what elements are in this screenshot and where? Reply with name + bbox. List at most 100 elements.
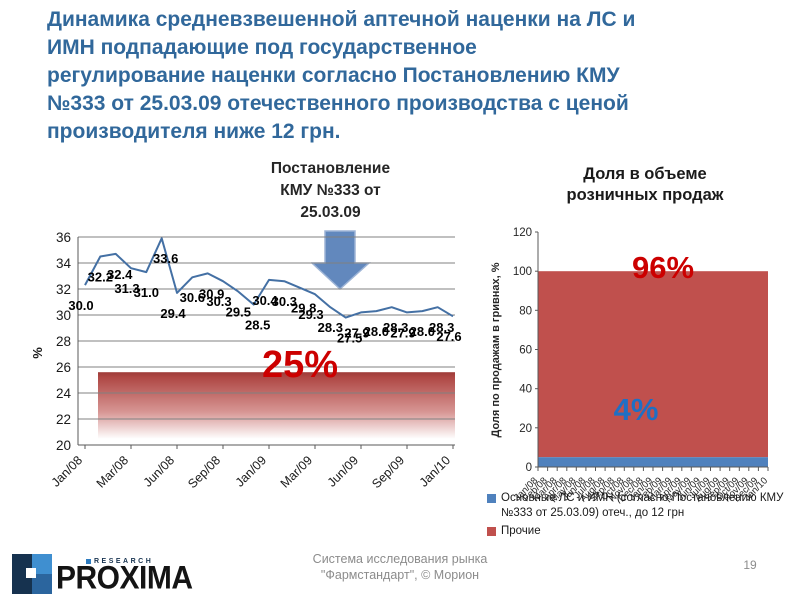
- data-label: 27.9: [390, 325, 415, 340]
- data-label: 30.4: [252, 293, 278, 308]
- data-label: 30.0: [68, 298, 93, 313]
- legend-item-main-group: Основные ЛС и ИМН (согласно Постановлени…: [487, 491, 800, 521]
- data-label: 28.3: [318, 320, 343, 335]
- y-tick-label: 28: [56, 334, 71, 349]
- regulated-markup-band: [98, 372, 455, 439]
- decree-line: КМУ №333 от: [280, 182, 381, 199]
- data-label: 28.3: [429, 320, 454, 335]
- legend-item-others: Прочие: [487, 524, 800, 539]
- right-chart-xaxis: Jan/08Feb/08Mar/08Apr/08May/08Jun/08Jul/…: [512, 467, 770, 505]
- data-label: 29.3: [298, 307, 323, 322]
- x-tick-label: Jan/08: [49, 453, 85, 489]
- legend-swatch-blue: [487, 494, 496, 503]
- y-tick-label: 120: [513, 227, 532, 239]
- slide-title: Динамика средневзвешенной аптечной нацен…: [47, 6, 795, 146]
- slide-title-line: ИМН подпадающие под государственное: [47, 36, 477, 59]
- slide-title-line: производителя ниже 12 грн.: [47, 120, 341, 143]
- decree-annotation: Постановление КМУ №333 от 25.03.09: [228, 158, 433, 224]
- y-tick-label: 80: [519, 305, 532, 317]
- data-label: 32.2: [88, 269, 113, 284]
- data-label: 30.3: [272, 294, 297, 309]
- y-tick-label: 36: [56, 230, 71, 245]
- main-group-area-series: [538, 457, 768, 467]
- left-chart-ylabel: %: [30, 347, 45, 359]
- y-tick-label: 40: [519, 384, 532, 396]
- proxima-logo: RESEARCH PROXIMA: [12, 550, 193, 597]
- y-tick-label: 0: [526, 462, 532, 474]
- y-tick-label: 20: [519, 423, 532, 435]
- logo-quadrant: [26, 568, 36, 578]
- data-label: 28.5: [245, 318, 270, 333]
- logo-quadrant: [32, 554, 52, 574]
- retail-share-legend: Основные ЛС и ИМН (согласно Постановлени…: [487, 491, 800, 542]
- x-tick-label: Jun/08: [141, 453, 177, 489]
- legend-swatch-red: [487, 527, 496, 536]
- data-label: 30.9: [199, 286, 224, 301]
- data-label: 27.9: [344, 325, 369, 340]
- data-label: 27.5: [337, 331, 362, 346]
- data-label: 29.4: [160, 306, 186, 321]
- decree-line: 25.03.09: [300, 204, 361, 221]
- logo-brand-label: PROXIMA: [56, 560, 193, 597]
- retail-share-area-chart: 0 20 40 60 80 100 120 Доля по продажам в гривна…: [490, 227, 770, 505]
- left-chart-data-labels: 30.032.232.431.331.033.629.430.630.930.3…: [68, 251, 461, 345]
- y-tick-label: 24: [56, 386, 72, 401]
- slide-title-line: №333 от 25.03.09 отечественного производ…: [47, 92, 629, 115]
- data-label: 27.6: [436, 329, 461, 344]
- logo-research-dot: [86, 559, 91, 564]
- y-tick-label: 60: [519, 345, 532, 357]
- data-label: 28.3: [383, 320, 408, 335]
- slide-title-line: Динамика средневзвешенной аптечной нацен…: [47, 8, 636, 31]
- page-number: 19: [743, 558, 757, 572]
- markup-line-series: [84, 237, 454, 319]
- x-tick-label: Sep/09: [369, 453, 407, 491]
- data-label: 33.6: [153, 251, 178, 266]
- logo-quadrant: [32, 574, 52, 594]
- logo-research-row: RESEARCH: [86, 558, 153, 565]
- retail-share-chart-title: Доля в объеме розничных продаж: [517, 164, 773, 206]
- x-tick-label: Jan/09: [233, 453, 269, 489]
- left-chart-xaxis: Jan/08 Mar/08 Jun/08 Sep/08 Jan/09 Mar/09 Jun/…: [49, 445, 454, 491]
- others-share-label: 96%: [631, 250, 695, 285]
- x-tick-label: Jan/10: [417, 453, 453, 489]
- data-label: 32.4: [107, 267, 133, 282]
- x-tick-label: Mar/09: [278, 453, 315, 490]
- retail-share-chart-title-line: розничных продаж: [566, 186, 724, 204]
- proxima-logo-text: RESEARCH PROXIMA: [56, 558, 193, 597]
- data-label: 30.6: [180, 290, 205, 305]
- slide-title-line: регулирование наценки согласно Постановл…: [47, 64, 620, 87]
- data-label: 31.3: [114, 281, 139, 296]
- data-label: 29.8: [291, 301, 316, 316]
- y-tick-label: 26: [56, 360, 71, 375]
- data-label: 30.3: [206, 294, 231, 309]
- data-label: 28.0: [410, 324, 435, 339]
- y-tick-label: 100: [513, 266, 532, 278]
- left-chart-grid-and-yaxis: 20 22 24 26 28 30 32 34 36: [56, 230, 455, 453]
- proxima-logo-mark: [12, 554, 52, 594]
- decree-line: Постановление: [270, 160, 391, 177]
- logo-research-label: RESEARCH: [94, 558, 154, 565]
- y-tick-label: 20: [56, 438, 71, 453]
- x-tick-label: Jun/09: [325, 453, 361, 489]
- footer-source: Система исследования рынка "Фармстандарт…: [270, 551, 530, 583]
- footer-source-line: Система исследования рынка: [312, 552, 488, 566]
- data-label: 28.0: [364, 324, 389, 339]
- legend-label-others: Прочие: [501, 525, 541, 537]
- footer-source-line: "Фармстандарт", © Морион: [320, 568, 480, 582]
- right-chart-ylabel: Доля по продажам в гривнах, %: [490, 262, 502, 437]
- y-tick-label: 34: [56, 256, 72, 271]
- x-tick-label: Sep/08: [185, 453, 223, 491]
- main-group-share-label: 4%: [613, 392, 659, 427]
- y-tick-label: 22: [56, 412, 71, 427]
- x-tick-label: Mar/08: [94, 453, 131, 490]
- data-label: 29.5: [226, 305, 251, 320]
- regulated-level-label: 25%: [261, 344, 339, 386]
- retail-share-chart-title-line: Доля в объеме: [583, 165, 707, 183]
- y-tick-label: 32: [56, 282, 71, 297]
- data-label: 31.0: [134, 285, 159, 300]
- y-tick-label: 30: [56, 308, 71, 323]
- legend-label-main-group: Основные ЛС и ИМН (согласно Постановлени…: [501, 492, 784, 519]
- others-area-series: [538, 271, 768, 458]
